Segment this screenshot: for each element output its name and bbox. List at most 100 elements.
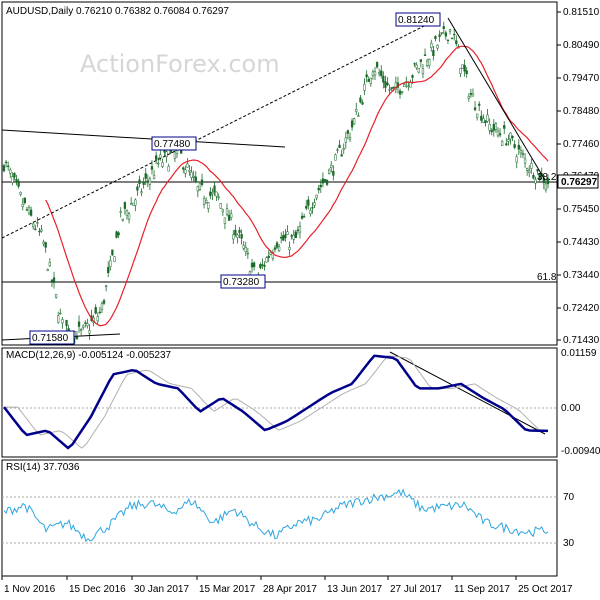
candle xyxy=(100,301,104,314)
macd-tick-label: -0.009408 xyxy=(561,446,600,457)
candle xyxy=(369,77,372,87)
price-tick-label: 0.73440 xyxy=(563,270,600,281)
candle xyxy=(111,249,114,256)
candle xyxy=(138,175,141,188)
candle xyxy=(125,209,129,220)
candle xyxy=(194,171,197,184)
macd-signal-line xyxy=(4,355,549,449)
candle xyxy=(117,231,120,238)
candle xyxy=(305,199,308,211)
candle xyxy=(434,35,437,42)
candle xyxy=(252,261,256,271)
candle xyxy=(467,93,470,102)
candle xyxy=(265,256,268,263)
candle xyxy=(36,217,39,228)
svg-text:0.76297: 0.76297 xyxy=(561,177,598,188)
price-tick-label: 0.81510 xyxy=(563,7,600,18)
x-axis: 1 Nov 2016 15 Dec 2016 30 Jan 2017 15 Mar 2… xyxy=(1,576,573,595)
price-tick-label: 0.78480 xyxy=(563,106,600,117)
candle xyxy=(238,226,241,239)
candle xyxy=(240,229,243,245)
candle xyxy=(380,65,383,79)
rsi-label: RSI(14) 37.7036 xyxy=(6,462,80,473)
candle xyxy=(480,110,483,124)
candle xyxy=(213,181,216,196)
svg-text:0.71580: 0.71580 xyxy=(32,333,69,344)
candle xyxy=(450,37,454,40)
candle xyxy=(526,167,529,176)
candle xyxy=(436,44,439,51)
candle xyxy=(96,312,99,325)
candle xyxy=(109,255,112,271)
candle xyxy=(246,247,250,259)
candle xyxy=(478,101,481,112)
candle xyxy=(327,168,331,175)
current-price-tag: 0.76297 xyxy=(557,174,599,189)
candle xyxy=(371,69,375,80)
candle xyxy=(230,209,233,221)
candle xyxy=(263,261,266,271)
candle xyxy=(221,208,225,217)
candle xyxy=(363,78,366,96)
candle xyxy=(498,128,502,138)
price-box-low2: 0.73280 xyxy=(220,274,266,289)
candle xyxy=(275,241,279,250)
candle xyxy=(121,218,124,222)
candle xyxy=(52,271,56,289)
candle xyxy=(84,320,87,328)
candle xyxy=(500,139,504,147)
candle xyxy=(321,172,325,188)
candle xyxy=(25,206,29,211)
candle xyxy=(86,318,89,329)
candle xyxy=(505,137,508,146)
candle xyxy=(475,113,479,121)
candle xyxy=(225,203,229,217)
candle xyxy=(79,327,83,336)
macd-trendline xyxy=(389,351,546,435)
candle xyxy=(459,67,462,78)
candle xyxy=(250,258,254,273)
candle xyxy=(323,178,327,183)
candle xyxy=(13,172,16,181)
candle xyxy=(190,166,193,181)
candle xyxy=(365,70,368,83)
candle xyxy=(348,132,352,142)
candle xyxy=(217,193,220,201)
candle xyxy=(517,139,520,155)
candle xyxy=(534,176,537,190)
candle xyxy=(155,151,158,165)
candle xyxy=(350,117,354,131)
candle xyxy=(11,172,14,186)
candle xyxy=(34,224,37,231)
candle xyxy=(207,201,210,213)
candle xyxy=(98,307,102,315)
candle xyxy=(104,284,108,292)
candle xyxy=(186,157,189,168)
candle xyxy=(44,241,47,253)
candle xyxy=(244,241,247,257)
price-tick-label: 0.75450 xyxy=(563,204,600,215)
candle xyxy=(140,188,143,197)
candle xyxy=(165,149,168,163)
candle xyxy=(496,127,500,138)
candle xyxy=(294,229,297,239)
candle xyxy=(200,173,204,187)
candle xyxy=(528,165,531,178)
candle xyxy=(538,173,541,182)
candle xyxy=(423,48,427,57)
macd-panel-frame xyxy=(1,347,558,458)
rsi-line xyxy=(3,488,549,543)
candle xyxy=(400,90,404,95)
resistance-trendline xyxy=(1,129,286,148)
candle xyxy=(211,188,214,201)
candle xyxy=(184,165,187,178)
macd-y-axis: 0.01159 0.00 -0.009408 xyxy=(561,348,600,457)
candle xyxy=(227,210,231,221)
candle xyxy=(519,146,523,158)
candle xyxy=(9,167,12,178)
candle xyxy=(417,67,420,74)
date-tick-label: 13 Jun 2017 xyxy=(327,584,382,595)
candle xyxy=(284,229,287,242)
candle xyxy=(27,204,31,216)
candle xyxy=(488,118,491,135)
